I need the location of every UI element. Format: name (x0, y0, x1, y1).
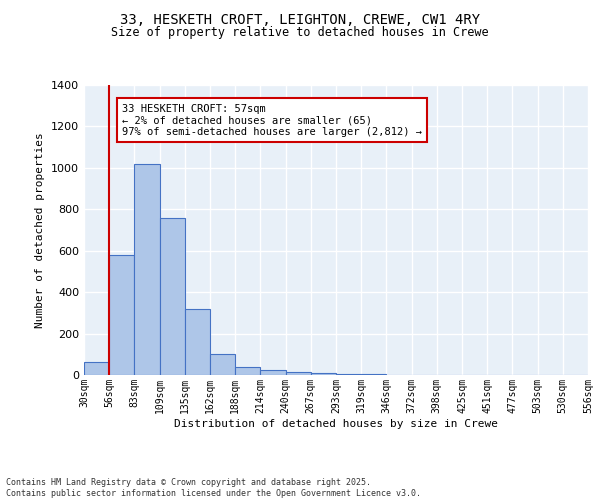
Bar (286, 372, 311, 375)
Y-axis label: Number of detached properties: Number of detached properties (35, 132, 46, 328)
Bar (84, 362, 109, 375)
X-axis label: Distribution of detached houses by size in Crewe: Distribution of detached houses by size … (174, 418, 498, 428)
Bar (361, 374, 386, 375)
Bar (235, 366, 260, 375)
Bar (336, 374, 361, 375)
Bar (109, 255, 134, 375)
Text: Size of property relative to detached houses in Crewe: Size of property relative to detached ho… (111, 26, 489, 39)
Bar (260, 370, 286, 375)
Bar (185, 308, 210, 375)
Bar (210, 354, 235, 375)
Text: 33 HESKETH CROFT: 57sqm
← 2% of detached houses are smaller (65)
97% of semi-det: 33 HESKETH CROFT: 57sqm ← 2% of detached… (122, 104, 422, 137)
Bar (160, 218, 185, 375)
Text: 33, HESKETH CROFT, LEIGHTON, CREWE, CW1 4RY: 33, HESKETH CROFT, LEIGHTON, CREWE, CW1 … (120, 13, 480, 27)
Bar (134, 164, 160, 375)
Bar (311, 373, 336, 375)
Text: Contains HM Land Registry data © Crown copyright and database right 2025.
Contai: Contains HM Land Registry data © Crown c… (6, 478, 421, 498)
